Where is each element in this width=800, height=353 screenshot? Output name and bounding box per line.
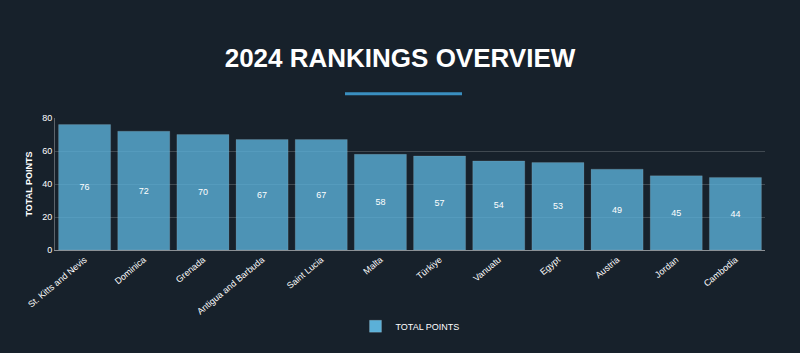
svg-text:TOTAL POINTS: TOTAL POINTS — [24, 151, 34, 216]
svg-text:67: 67 — [257, 190, 267, 200]
svg-text:Jordan: Jordan — [653, 255, 681, 280]
svg-text:Türkiye: Türkiye — [415, 255, 444, 282]
svg-text:80: 80 — [42, 113, 52, 123]
svg-text:40: 40 — [42, 179, 52, 189]
svg-text:Vanuatu: Vanuatu — [471, 255, 503, 284]
svg-text:67: 67 — [316, 190, 326, 200]
svg-text:Malta: Malta — [361, 255, 384, 277]
svg-text:2024 RANKINGS OVERVIEW: 2024 RANKINGS OVERVIEW — [225, 43, 576, 73]
svg-text:45: 45 — [671, 208, 681, 218]
svg-text:Antigua and Barbuda: Antigua and Barbuda — [195, 255, 266, 317]
svg-text:76: 76 — [80, 182, 90, 192]
svg-text:49: 49 — [612, 205, 622, 215]
svg-text:44: 44 — [730, 209, 740, 219]
svg-text:70: 70 — [198, 187, 208, 197]
svg-text:58: 58 — [375, 197, 385, 207]
svg-text:Saint Lucia: Saint Lucia — [285, 255, 326, 291]
svg-text:57: 57 — [435, 198, 445, 208]
svg-text:St. Kitts and Nevis: St. Kitts and Nevis — [26, 254, 89, 309]
svg-text:Dominica: Dominica — [113, 255, 148, 287]
svg-text:0: 0 — [47, 245, 52, 255]
svg-text:Egypt: Egypt — [538, 254, 562, 277]
svg-text:Austria: Austria — [593, 255, 621, 281]
svg-text:TOTAL POINTS: TOTAL POINTS — [396, 322, 460, 332]
svg-text:Grenada: Grenada — [174, 255, 207, 285]
svg-text:72: 72 — [139, 186, 149, 196]
svg-text:54: 54 — [494, 200, 504, 210]
svg-text:60: 60 — [42, 146, 52, 156]
svg-text:53: 53 — [553, 201, 563, 211]
svg-text:Cambodia: Cambodia — [702, 255, 740, 289]
svg-text:20: 20 — [42, 212, 52, 222]
